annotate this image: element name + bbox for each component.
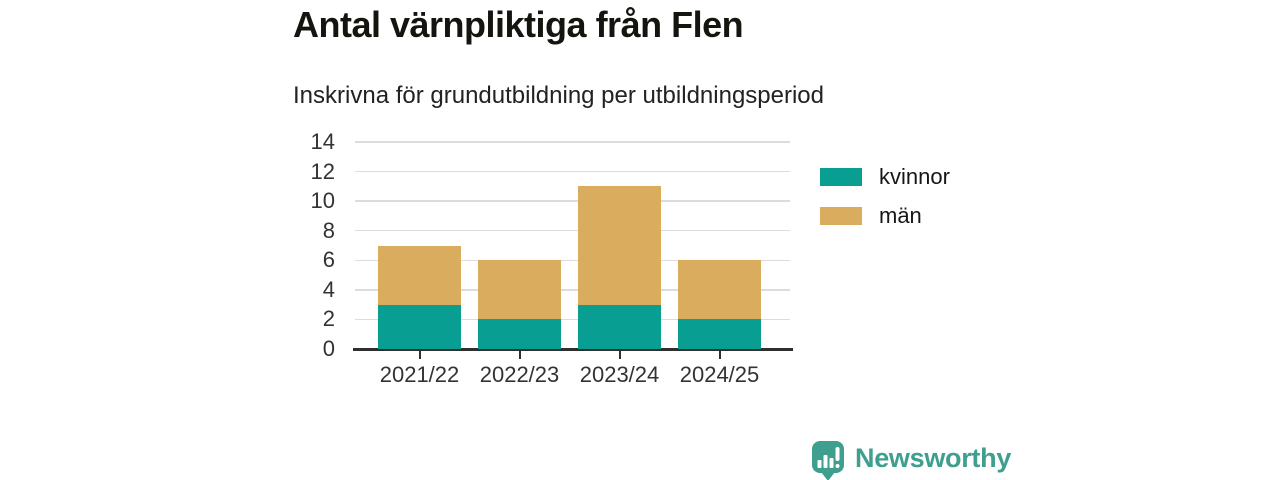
legend-swatch <box>820 168 862 186</box>
x-axis-label: 2022/23 <box>479 362 560 387</box>
newsworthy-icon <box>810 440 846 480</box>
legend-item: kvinnor <box>820 164 950 190</box>
x-axis-label: 2021/22 <box>379 362 460 387</box>
y-axis-label: 8 <box>322 217 335 243</box>
y-axis-label: 0 <box>322 336 335 361</box>
x-axis-tick <box>618 351 621 359</box>
legend-item: män <box>820 203 950 229</box>
x-axis-label: 2023/24 <box>579 362 660 387</box>
x-axis-tick <box>418 351 421 359</box>
bar-segment-mn <box>678 260 761 320</box>
bar-group <box>678 260 761 349</box>
gridline <box>355 229 790 232</box>
gridline <box>355 289 790 291</box>
bar-segment-mn <box>378 245 461 305</box>
chart-subtitle: Inskrivna för grundutbildning per utbild… <box>293 82 824 109</box>
bar-segment-mn <box>578 186 661 305</box>
gridline <box>355 318 790 321</box>
plot-area: 2021/22 2022/23 2023/24 2024/25 <box>353 141 793 387</box>
gridline <box>355 200 790 202</box>
x-axis-tick <box>518 351 521 359</box>
bar-segment-kvinnor <box>678 319 761 349</box>
y-axis-labels: 0 2 4 6 8 10 12 14 <box>285 129 345 361</box>
y-axis-label: 14 <box>310 129 335 154</box>
bar-group <box>378 245 461 349</box>
bar-group <box>578 186 661 349</box>
legend-swatch <box>820 207 862 225</box>
y-axis-label: 6 <box>322 247 335 273</box>
legend: kvinnor män <box>820 164 950 242</box>
newsworthy-logo: Newsworthy <box>810 440 1011 480</box>
chart-title: Antal värnpliktiga från Flen <box>293 4 744 45</box>
bar-segment-kvinnor <box>478 319 561 349</box>
x-axis-tick <box>718 351 721 359</box>
gridline <box>355 259 790 262</box>
bar-group <box>478 260 561 349</box>
bar-segment-kvinnor <box>378 304 461 349</box>
bar-segment-kvinnor <box>578 304 661 349</box>
legend-label: män <box>879 203 922 228</box>
y-axis-label: 4 <box>322 276 335 302</box>
newsworthy-wordmark: Newsworthy <box>855 443 1012 473</box>
y-axis-label: 2 <box>322 306 335 332</box>
gridline <box>355 170 790 173</box>
y-axis-label: 12 <box>310 158 335 184</box>
y-axis-label: 10 <box>310 188 335 214</box>
x-axis-label: 2024/25 <box>679 362 760 387</box>
gridline <box>355 141 790 143</box>
legend-label: kvinnor <box>879 164 950 189</box>
x-axis-line <box>353 347 793 351</box>
bar-segment-mn <box>478 260 561 320</box>
